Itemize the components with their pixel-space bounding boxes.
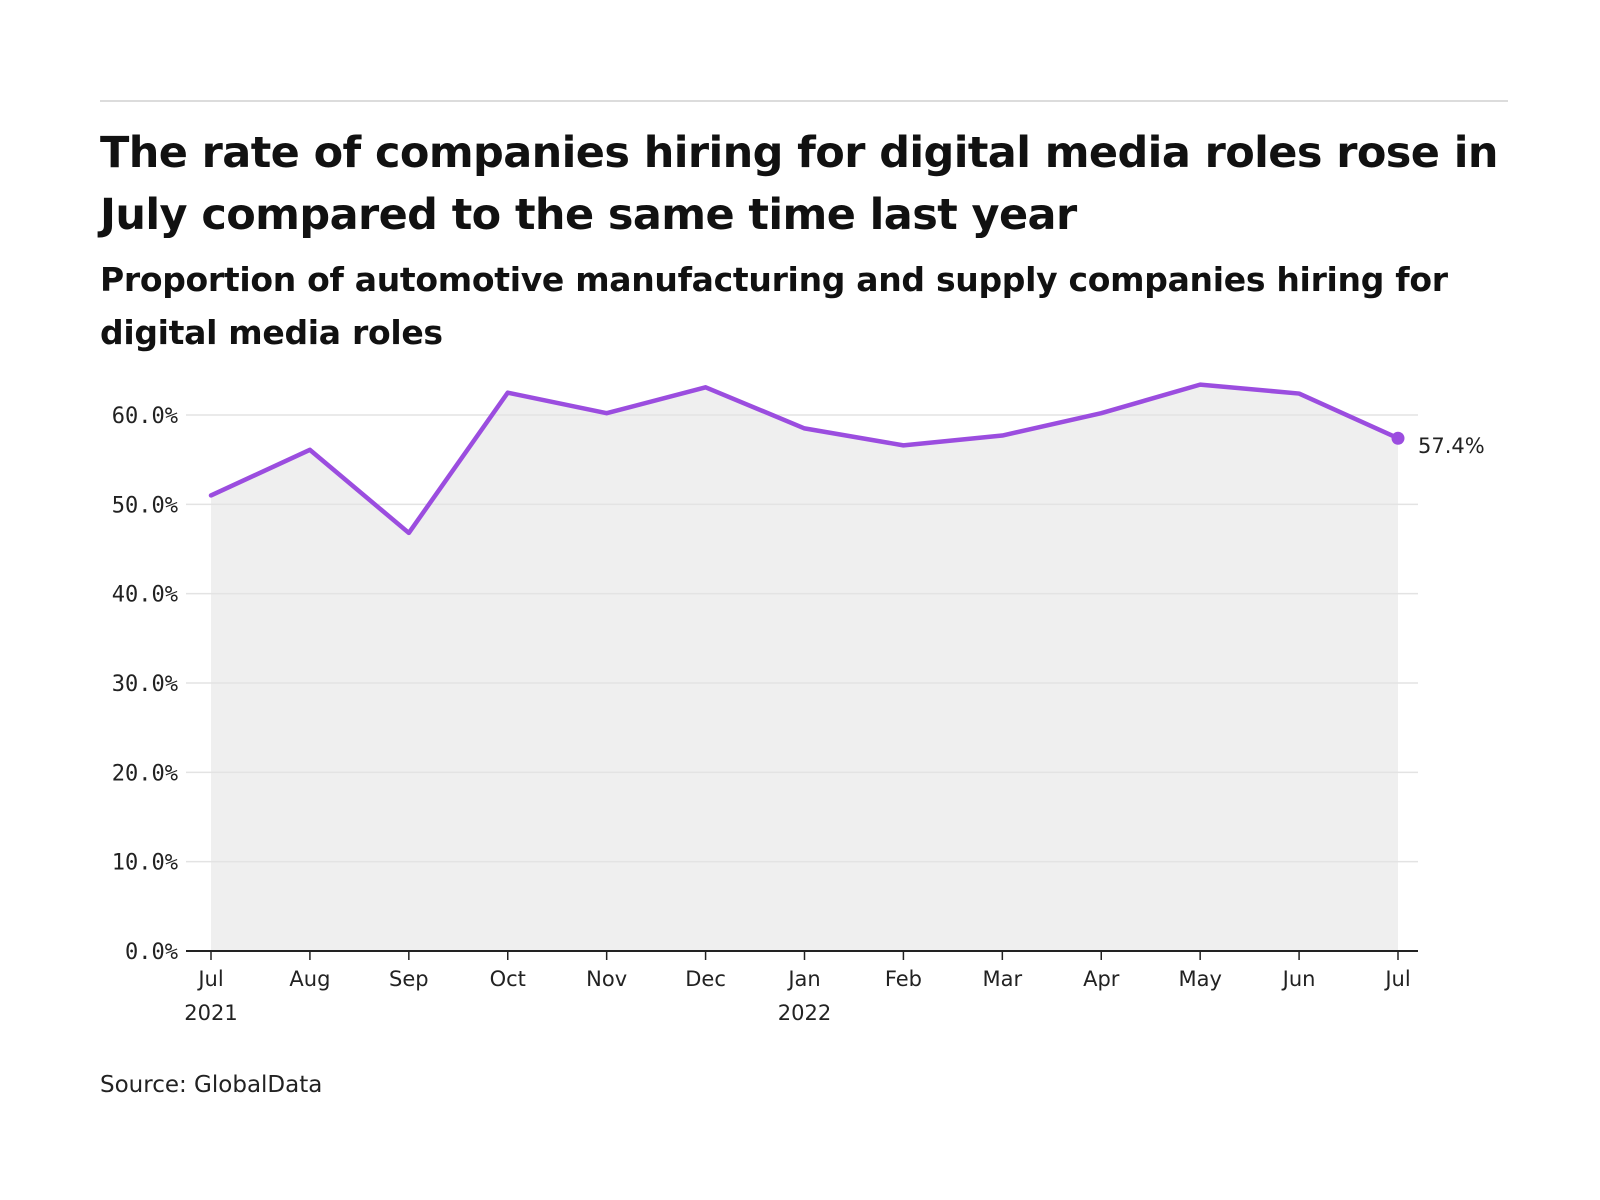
end-value-label: 57.4% bbox=[1418, 434, 1485, 458]
chart-title: The rate of companies hiring for digital… bbox=[100, 128, 1498, 240]
x-tick-label: Feb bbox=[885, 967, 922, 991]
x-tick-label: Jan bbox=[786, 967, 820, 991]
x-tick-label: Jul bbox=[1383, 967, 1410, 991]
x-tick-label: Apr bbox=[1083, 967, 1120, 991]
y-tick-label: 60.0% bbox=[112, 404, 178, 429]
chart-subtitle: Proportion of automotive manufacturing a… bbox=[100, 260, 1448, 352]
x-tick-label: Dec bbox=[685, 967, 726, 991]
source-note: Source: GlobalData bbox=[100, 1072, 323, 1098]
x-tick-label: Oct bbox=[490, 967, 526, 991]
y-tick-label: 30.0% bbox=[112, 672, 178, 697]
top-divider bbox=[100, 100, 1508, 102]
y-tick-label: 10.0% bbox=[112, 851, 178, 876]
x-tick-year-label: 2022 bbox=[778, 1001, 831, 1025]
y-tick-label: 20.0% bbox=[112, 761, 178, 786]
x-tick-label: Sep bbox=[389, 967, 429, 991]
x-tick-year-label: 2021 bbox=[184, 1001, 237, 1025]
y-tick-label: 50.0% bbox=[112, 493, 178, 518]
x-tick-label: Nov bbox=[586, 967, 627, 991]
x-tick-label: Jun bbox=[1281, 967, 1316, 991]
end-point-marker bbox=[1391, 431, 1405, 445]
data-line bbox=[208, 382, 1401, 536]
x-tick-label: Mar bbox=[983, 967, 1023, 991]
y-tick-label: 40.0% bbox=[112, 583, 178, 608]
area-fill bbox=[211, 384, 1398, 951]
x-tick-label: Jul bbox=[196, 967, 223, 991]
x-tick-label: Aug bbox=[289, 967, 330, 991]
y-tick-label: 0.0% bbox=[125, 940, 178, 965]
x-tick-label: May bbox=[1178, 967, 1221, 991]
